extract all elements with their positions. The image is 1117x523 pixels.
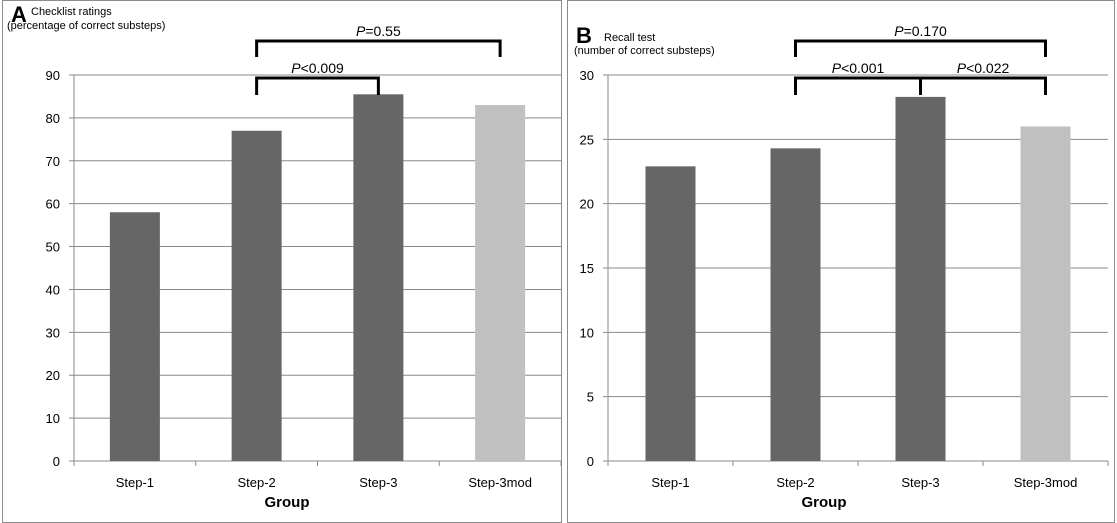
- x-tick-label-a: Step-1: [116, 475, 154, 490]
- panel-label-a: A: [11, 2, 27, 27]
- x-tick-label-b: Step-2: [776, 475, 814, 490]
- chart-title-a: Checklist ratings: [31, 6, 112, 18]
- significance-bracket-b-3: [794, 39, 1047, 57]
- y-tick-label-a: 10: [46, 411, 60, 426]
- y-tick-label-b: 5: [587, 390, 594, 405]
- bar-chart-a: 0 10 20 30 40 50 60 70 80 90 Step-1 Step-2 Step-3 Ste…: [46, 23, 561, 511]
- bar-a-1: [109, 212, 160, 461]
- x-tick-label-a: Step-3mod: [468, 475, 532, 490]
- p-value-label-b-2: P<0.022: [957, 60, 1010, 76]
- y-tick-label-a: 80: [46, 111, 60, 126]
- chart-panel-a: A Checklist ratings (percentage of corre…: [2, 0, 562, 523]
- y-tick-label-a: 20: [46, 368, 60, 383]
- y-tick-label-b: 20: [580, 197, 594, 212]
- bar-a-4: [475, 105, 526, 462]
- significance-bracket-b-2: [919, 76, 1047, 95]
- y-tick-label-a: 0: [53, 454, 60, 469]
- y-tick-label-b: 10: [580, 325, 594, 340]
- bar-b-4: [1020, 126, 1071, 461]
- y-tick-label-a: 40: [46, 282, 60, 297]
- x-axis-title-b: Group: [802, 494, 847, 511]
- y-tick-label-a: 50: [46, 240, 60, 255]
- p-value-label-b-3: P=0.170: [894, 23, 947, 39]
- y-tick-label-b: 25: [580, 132, 594, 147]
- x-tick-label-a: Step-3: [359, 475, 397, 490]
- x-tick-label-b: Step-1: [651, 475, 689, 490]
- significance-bracket-b-1: [794, 76, 922, 95]
- bar-a-3: [353, 94, 404, 462]
- p-value-label-b-1: P<0.001: [832, 60, 885, 76]
- bar-b-1: [645, 166, 696, 461]
- bar-b-3: [895, 96, 946, 461]
- significance-bracket-a-2: [255, 39, 502, 57]
- y-tick-label-b: 0: [587, 454, 594, 469]
- chart-title-b: Recall test: [604, 32, 656, 44]
- bar-chart-b: 0 5 10 15 20 25 30 Step-1 Step-2 Step-3 Step-3mod G…: [580, 23, 1109, 511]
- y-tick-label-a: 70: [46, 154, 60, 169]
- chart-panel-b: B Recall test (number of correct substep…: [567, 0, 1115, 523]
- p-value-label-a-1: P<0.009: [291, 60, 344, 76]
- x-tick-label-b: Step-3mod: [1014, 475, 1078, 490]
- chart-subtitle-b: (number of correct substeps): [574, 45, 715, 57]
- significance-bracket-a-1: [255, 76, 380, 95]
- x-tick-label-b: Step-3: [901, 475, 939, 490]
- y-tick-label-a: 30: [46, 325, 60, 340]
- bar-a-2: [231, 130, 282, 461]
- y-tick-label-b: 15: [580, 261, 594, 276]
- bar-b-2: [770, 148, 821, 461]
- y-tick-label-b: 30: [580, 68, 594, 83]
- panel-label-b: B: [576, 23, 592, 48]
- x-axis-title-a: Group: [265, 494, 310, 511]
- y-tick-label-a: 90: [46, 68, 60, 83]
- x-tick-label-a: Step-2: [237, 475, 275, 490]
- chart-subtitle-a: (percentage of correct substeps): [7, 20, 166, 32]
- y-tick-label-a: 60: [46, 197, 60, 212]
- p-value-label-a-2: P=0.55: [356, 23, 401, 39]
